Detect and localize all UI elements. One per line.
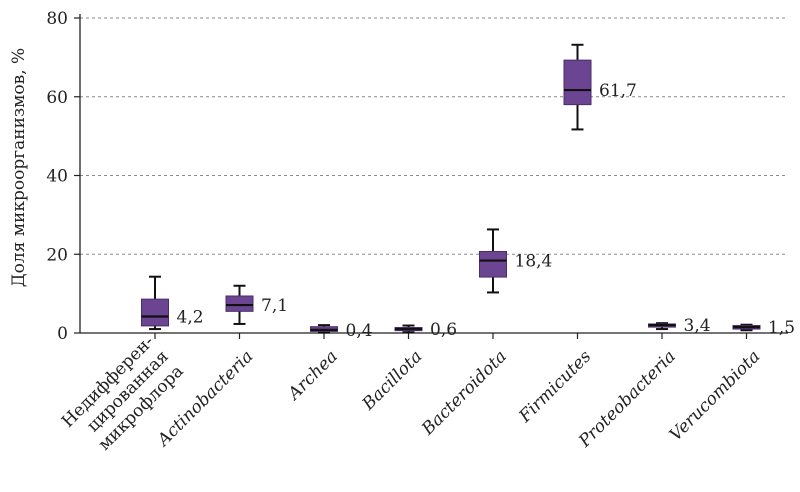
data-label-4: 18,4: [515, 252, 553, 272]
x-category-label-7: Verucombiota: [666, 347, 764, 445]
gridlines: [80, 17, 788, 255]
box-rect-0: [141, 298, 169, 327]
box-4: 18,4: [479, 228, 553, 294]
data-label-1: 7,1: [261, 296, 288, 316]
y-axis-title: Доля микроорганизмов, %: [9, 48, 29, 287]
box-rect-5: [563, 59, 592, 106]
box-6: 3,4: [648, 316, 711, 336]
y-tick-label-80: 80: [46, 9, 68, 29]
x-category-label-2: Archea: [283, 347, 342, 406]
y-tick-label-20: 20: [46, 245, 68, 265]
x-category-label-3-line-0: Bacillota: [358, 347, 426, 415]
y-axis-ticks: 0 20 40 60 80: [46, 9, 80, 344]
box-rect-4: [479, 250, 507, 278]
x-category-label-4: Bacteroidota: [417, 347, 510, 440]
box-2: 0,4: [310, 321, 373, 341]
x-category-label-2-line-0: Archea: [283, 347, 342, 406]
axes: [79, 14, 788, 339]
y-tick-label-60: 60: [46, 88, 68, 108]
boxes: 4,2 7,1 0,4 0,6 18,4 61,7 3,4 1,5: [141, 43, 795, 341]
box-1: 7,1: [225, 284, 288, 325]
box-5: 61,7: [563, 43, 637, 131]
x-category-label-5-line-0: Firmicutes: [515, 346, 596, 427]
box-3: 0,6: [394, 320, 457, 340]
data-label-2: 0,4: [346, 321, 373, 341]
x-category-label-4-line-0: Bacteroidota: [417, 347, 510, 440]
box-0: 4,2: [141, 275, 204, 331]
data-label-0: 4,2: [177, 307, 204, 327]
x-axis-labels: Недифферен-цированнаямикрофлораActinobac…: [58, 332, 764, 455]
x-category-label-5: Firmicutes: [515, 346, 596, 427]
x-category-label-3: Bacillota: [358, 347, 426, 415]
box-7: 1,5: [732, 318, 795, 338]
y-tick-label-0: 0: [57, 324, 68, 344]
data-label-7: 1,5: [768, 318, 795, 338]
box-rect-1: [225, 295, 254, 312]
data-label-3: 0,6: [430, 320, 457, 340]
x-category-label-7-line-0: Verucombiota: [666, 347, 764, 445]
y-tick-label-40: 40: [46, 167, 68, 187]
data-label-5: 61,7: [599, 81, 637, 101]
data-label-6: 3,4: [684, 316, 711, 336]
